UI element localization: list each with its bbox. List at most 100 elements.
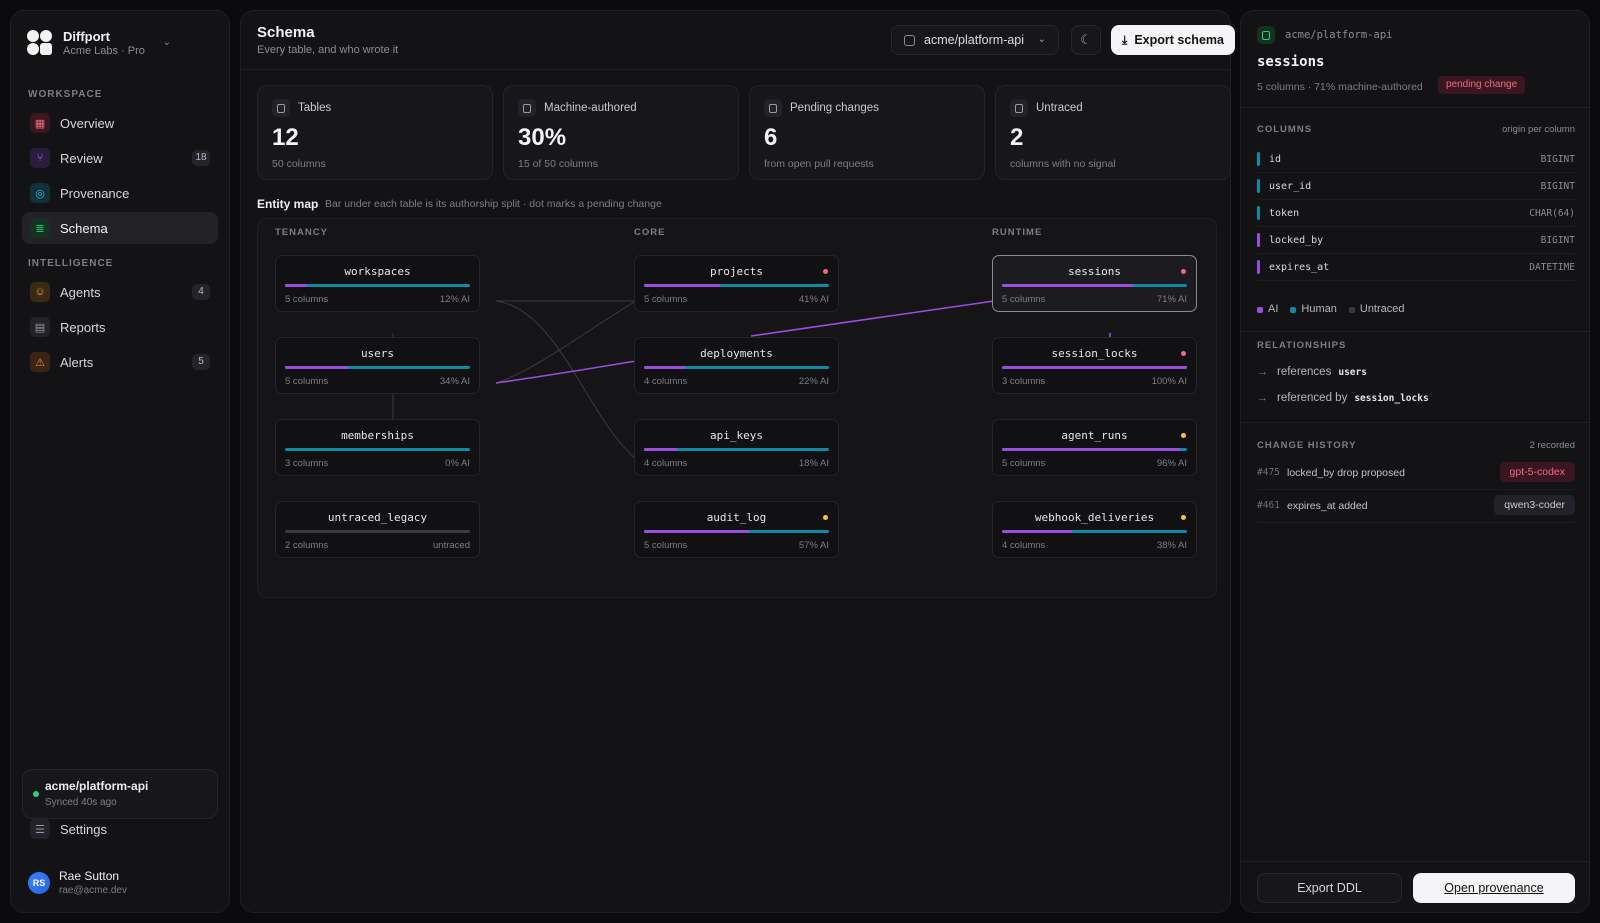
history-pr-number: #461 xyxy=(1257,500,1280,511)
sidebar-item-reports[interactable]: ▤ Reports xyxy=(22,311,218,343)
export-ddl-button[interactable]: Export DDL xyxy=(1257,873,1402,903)
authorship-bar-ai-share xyxy=(285,366,348,369)
column-row[interactable]: locked_by BIGINT xyxy=(1257,227,1575,254)
column-row[interactable]: token CHAR(64) xyxy=(1257,200,1575,227)
divider xyxy=(1241,422,1589,423)
table-node-projects[interactable]: projects 5 columns 41% AI xyxy=(634,255,839,312)
table-node-columns: 5 columns xyxy=(285,376,329,387)
origin-marker xyxy=(1257,206,1260,220)
pending-change-dot xyxy=(1181,351,1186,356)
repo-select[interactable]: acme/platform-api ⌄ xyxy=(891,25,1059,55)
column-row[interactable]: expires_at DATETIME xyxy=(1257,254,1575,281)
table-node-api-keys[interactable]: api_keys 4 columns 18% AI xyxy=(634,419,839,476)
history-row[interactable]: #475 locked_by drop proposed gpt-5-codex xyxy=(1257,458,1575,490)
cpu-icon xyxy=(518,99,536,117)
sidebar-item-settings[interactable]: ☰ Settings xyxy=(22,813,218,845)
database-icon xyxy=(904,34,915,46)
sidebar-item-schema[interactable]: ≣ Schema xyxy=(22,212,218,244)
authorship-bar xyxy=(644,530,829,533)
table-node-columns: 3 columns xyxy=(285,458,329,469)
pending-change-dot xyxy=(1181,269,1186,274)
table-node-name: memberships xyxy=(341,429,414,442)
repo-sync-status: Synced 40s ago xyxy=(45,797,117,808)
relationship-references[interactable]: → references users xyxy=(1257,366,1367,378)
entity-map: TENANCY CORE RUNTIME workspaces 5 columns… xyxy=(257,218,1217,598)
table-node-name: deployments xyxy=(700,347,773,360)
authorship-bar xyxy=(285,366,470,369)
table-node-columns: 5 columns xyxy=(1002,294,1046,305)
table-node-agent-runs[interactable]: agent_runs 5 columns 96% AI xyxy=(992,419,1197,476)
table-node-name: webhook_deliveries xyxy=(1034,511,1155,524)
table-node-sessions[interactable]: sessions 5 columns 71% AI xyxy=(992,255,1197,312)
export-schema-button[interactable]: ⤓ Export schema xyxy=(1111,25,1235,55)
stat-card-untraced: Untraced 2 columns with no signal xyxy=(995,85,1231,180)
table-node-untraced-legacy[interactable]: untraced_legacy 2 columns untraced xyxy=(275,501,480,558)
bot-icon: ☺ xyxy=(30,282,50,302)
table-node-webhook-deliveries[interactable]: webhook_deliveries 4 columns 38% AI xyxy=(992,501,1197,558)
table-node-columns: 5 columns xyxy=(285,294,329,305)
pending-change-dot xyxy=(1181,515,1186,520)
table-node-session-locks[interactable]: session_locks 3 columns 100% AI xyxy=(992,337,1197,394)
history-row[interactable]: #461 expires_at added qwen3-coder xyxy=(1257,491,1575,523)
open-provenance-button[interactable]: Open provenance xyxy=(1413,873,1575,903)
table-node-ai-share: 41% AI xyxy=(798,294,829,305)
relationship-referenced-by[interactable]: → referenced by session_locks xyxy=(1257,392,1429,404)
brand-logo-icon xyxy=(27,30,53,56)
export-schema-label: Export schema xyxy=(1134,33,1224,47)
user-menu[interactable]: RS Rae Sutton rae@acme.dev xyxy=(28,869,127,896)
chevron-down-icon: ⌄ xyxy=(1037,34,1046,45)
table-node-users[interactable]: users 5 columns 34% AI xyxy=(275,337,480,394)
column-name: locked_by xyxy=(1269,235,1324,246)
avatar: RS xyxy=(28,871,50,894)
theme-toggle-button[interactable]: ☾ xyxy=(1071,25,1101,55)
stat-value: 2 xyxy=(1010,124,1024,151)
change-history-section-label: CHANGE HISTORY xyxy=(1257,440,1357,451)
table-node-columns: 5 columns xyxy=(644,540,688,551)
table-node-name: session_locks xyxy=(1051,347,1138,360)
question-icon xyxy=(1010,99,1028,117)
divider xyxy=(1241,107,1589,108)
stat-label: Tables xyxy=(298,102,332,114)
table-node-deployments[interactable]: deployments 4 columns 22% AI xyxy=(634,337,839,394)
relationship-target: session_locks xyxy=(1354,392,1429,404)
history-text: locked_by drop proposed xyxy=(1287,467,1405,479)
sidebar-item-review[interactable]: ⑂ Review 18 xyxy=(22,142,218,174)
sidebar-item-alerts[interactable]: ⚠ Alerts 5 xyxy=(22,346,218,378)
group-label-tenancy: TENANCY xyxy=(275,227,328,238)
stat-value: 30% xyxy=(518,124,567,151)
file-text-icon: ▤ xyxy=(30,317,50,337)
stat-card-pending-changes: Pending changes 6 from open pull request… xyxy=(749,85,985,180)
panel-repo: acme/platform-api xyxy=(1285,29,1393,41)
repo-status-card[interactable]: acme/platform-api Synced 40s ago xyxy=(22,769,218,819)
table-node-name: api_keys xyxy=(710,429,763,442)
table-node-audit-log[interactable]: audit_log 5 columns 57% AI xyxy=(634,501,839,558)
group-label-core: CORE xyxy=(634,227,666,238)
authorship-bar-ai-share xyxy=(644,530,750,533)
table-node-columns: 4 columns xyxy=(1002,540,1046,551)
table-node-ai-share: 100% AI xyxy=(1151,376,1187,387)
sidebar-item-label: Overview xyxy=(60,115,115,131)
table-node-workspaces[interactable]: workspaces 5 columns 12% AI xyxy=(275,255,480,312)
table-node-ai-share: 22% AI xyxy=(798,376,829,387)
column-name: id xyxy=(1269,154,1282,165)
entity-map-note: Bar under each table is its authorship s… xyxy=(325,198,662,210)
column-name: expires_at xyxy=(1269,262,1330,273)
column-type: DATETIME xyxy=(1529,262,1575,273)
workspace-switcher[interactable]: Diffport Acme Labs · Pro ⌄ xyxy=(27,29,217,57)
sidebar-item-overview[interactable]: ▦ Overview xyxy=(22,107,218,139)
table-node-ai-share: untraced xyxy=(433,540,470,551)
column-row[interactable]: user_id BIGINT xyxy=(1257,173,1575,200)
sidebar-item-provenance[interactable]: ◎ Provenance xyxy=(22,177,218,209)
table-node-memberships[interactable]: memberships 3 columns 0% AI xyxy=(275,419,480,476)
history-agent-tag: qwen3-coder xyxy=(1494,495,1575,515)
column-row[interactable]: id BIGINT xyxy=(1257,146,1575,173)
agents-count-badge: 4 xyxy=(192,284,210,300)
download-icon: ⤓ xyxy=(1122,32,1128,47)
table-node-ai-share: 71% AI xyxy=(1156,294,1187,305)
nav-section-workspace: WORKSPACE xyxy=(28,89,103,100)
database-icon: ≣ xyxy=(30,218,50,238)
sidebar-item-agents[interactable]: ☺ Agents 4 xyxy=(22,276,218,308)
git-pull-request-icon: ⑂ xyxy=(30,148,50,168)
stat-sub: 15 of 50 columns xyxy=(518,158,598,170)
